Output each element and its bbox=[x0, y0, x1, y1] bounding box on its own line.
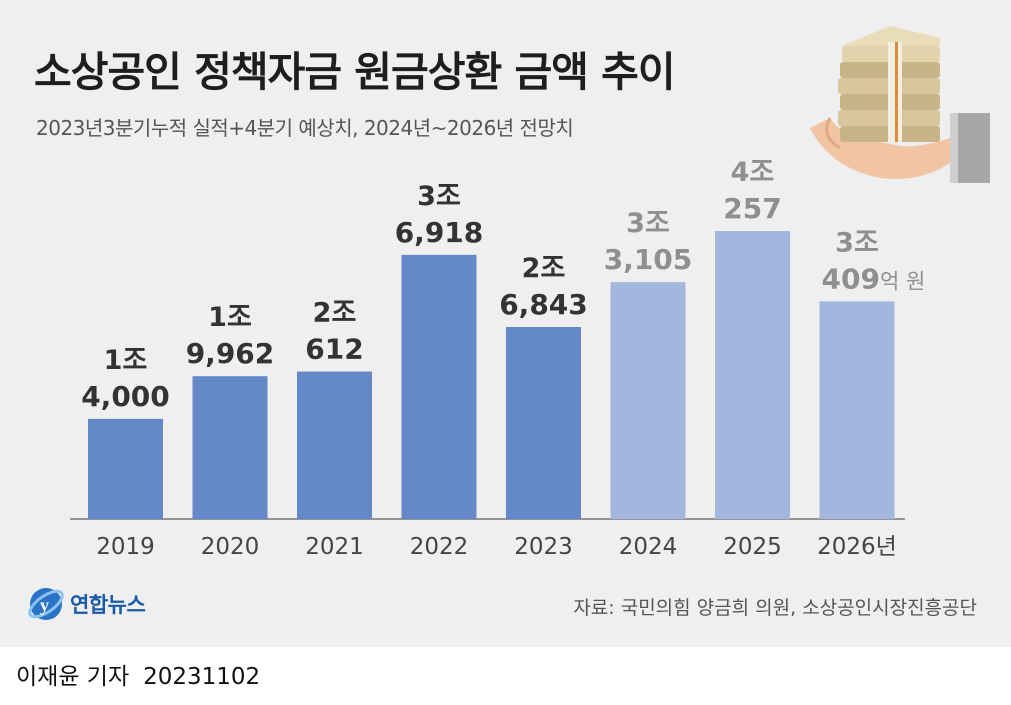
value-label-line2: 612 bbox=[305, 333, 363, 366]
chart-subtitle: 2023년3분기누적 실적+4분기 예상치, 2024년~2026년 전망치 bbox=[36, 116, 574, 140]
value-label-line1: 3조 bbox=[835, 227, 879, 258]
x-tick-label: 2025 bbox=[723, 534, 782, 560]
svg-text:y: y bbox=[40, 595, 49, 615]
bar-2024 bbox=[610, 282, 686, 519]
publish-date: 20231102 bbox=[143, 664, 261, 690]
bar-2026 bbox=[819, 301, 895, 519]
chart-title: 소상공인 정책자금 원금상환 금액 추이 bbox=[34, 48, 676, 96]
money-hand-icon bbox=[810, 26, 990, 183]
bar-2025 bbox=[715, 231, 790, 519]
yonhap-logo: y 연합뉴스 bbox=[26, 584, 146, 624]
x-tick-label: 2024 bbox=[619, 534, 678, 560]
value-label-line2: 3,105 bbox=[604, 243, 693, 276]
bar-chart: 1조 4,000 2019 1조 9,962 2020 2조 612 2021 3조 6,918 20… bbox=[70, 157, 926, 560]
bar-2020 bbox=[192, 376, 268, 519]
bar-2019 bbox=[88, 418, 163, 519]
x-tick-label: 2023 bbox=[514, 534, 573, 560]
value-label-line2: 9,962 bbox=[186, 337, 275, 370]
source-note: 자료: 국민의힘 양금희 의원, 소상공인시장진흥공단 bbox=[573, 597, 977, 619]
x-tick-label: 2021 bbox=[305, 534, 364, 560]
yonhap-logo-icon: y bbox=[28, 588, 64, 620]
value-label-line2: 4,000 bbox=[81, 380, 170, 413]
value-label-line1: 1조 bbox=[104, 345, 148, 376]
value-label-line2: 6,843 bbox=[499, 288, 588, 321]
value-label-line1: 3조 bbox=[626, 208, 670, 239]
value-label-line2: 6,918 bbox=[395, 216, 484, 249]
bar-2023 bbox=[506, 326, 581, 519]
value-label-line2: 257 bbox=[723, 192, 781, 225]
byline: 이재윤 기자 20231102 bbox=[16, 657, 260, 691]
x-tick-label: 2019 bbox=[96, 534, 155, 560]
value-label-line1: 4조 bbox=[731, 157, 775, 188]
value-label-line1: 1조 bbox=[208, 302, 252, 333]
value-unit-label: 억 원 bbox=[880, 269, 925, 293]
x-tick-label: 2020 bbox=[201, 534, 260, 560]
value-label-line1: 3조 bbox=[417, 181, 461, 212]
bar-2022 bbox=[401, 254, 477, 519]
bar-2021 bbox=[297, 371, 372, 519]
x-tick-label: 2022 bbox=[410, 534, 469, 560]
value-label-line2: 409억 원 bbox=[822, 262, 926, 295]
value-label-line1: 2조 bbox=[313, 298, 357, 329]
x-tick-label: 2026년 bbox=[817, 534, 897, 560]
value-label-line1: 2조 bbox=[522, 253, 566, 284]
reporter-name: 이재윤 기자 bbox=[16, 664, 130, 690]
logo-text: 연합뉴스 bbox=[70, 593, 146, 617]
